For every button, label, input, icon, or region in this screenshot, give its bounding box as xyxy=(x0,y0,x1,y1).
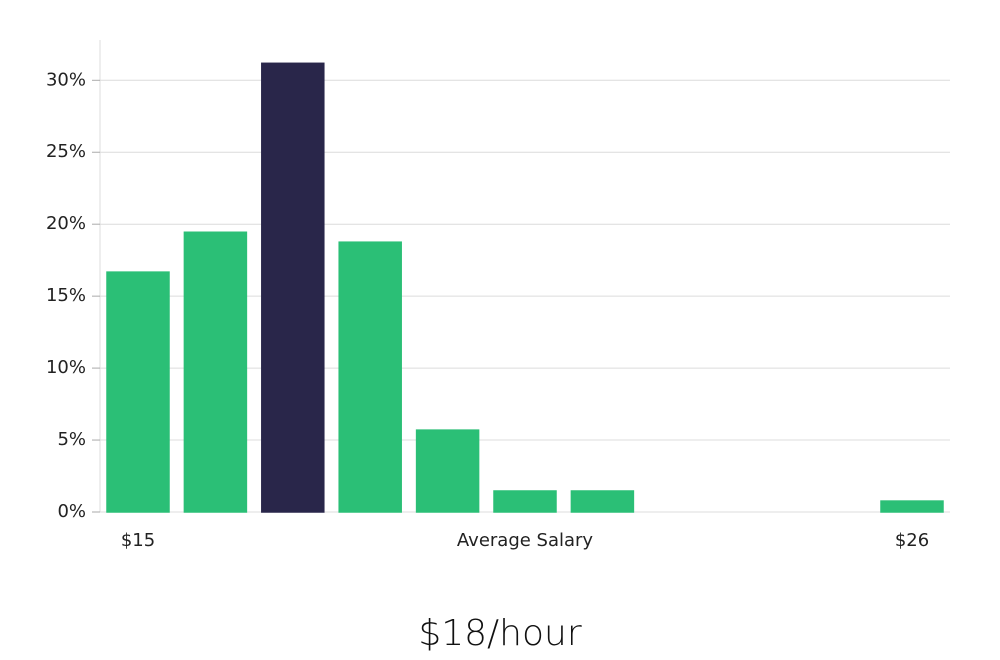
bar xyxy=(880,500,944,513)
y-tick-label: 10% xyxy=(46,357,86,378)
bar xyxy=(183,231,248,513)
bar xyxy=(261,62,325,513)
bar xyxy=(493,490,557,513)
bar xyxy=(415,429,480,513)
y-tick-label: 5% xyxy=(57,429,86,450)
y-tick-label: 25% xyxy=(46,141,86,162)
y-tick-label: 15% xyxy=(46,285,86,306)
y-tick-label: 20% xyxy=(46,213,86,234)
x-axis-label: Average Salary xyxy=(457,530,594,551)
y-tick-label: 0% xyxy=(57,501,86,522)
x-tick-label: $26 xyxy=(895,530,929,551)
x-tick-label: $15 xyxy=(121,530,155,551)
y-tick-label: 30% xyxy=(46,69,86,90)
bar xyxy=(106,271,170,513)
average-salary: $18/hour xyxy=(418,613,582,654)
bar xyxy=(338,241,402,513)
bar xyxy=(570,490,635,513)
